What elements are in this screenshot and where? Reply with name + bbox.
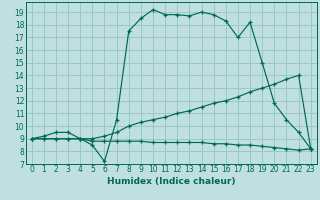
X-axis label: Humidex (Indice chaleur): Humidex (Indice chaleur) [107, 177, 236, 186]
